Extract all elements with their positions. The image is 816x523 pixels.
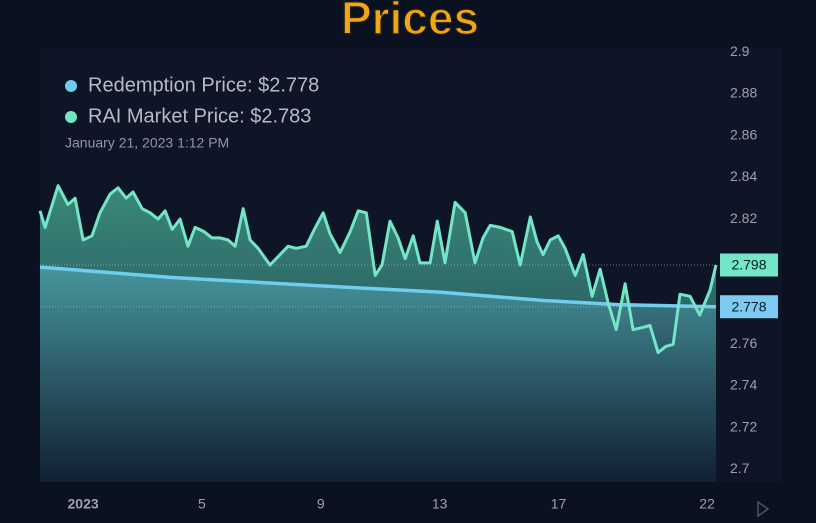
legend-entry: RAI Market Price: $2.783 [88, 105, 311, 127]
legend-entry: Redemption Price: $2.778 [88, 74, 319, 96]
area [40, 267, 716, 482]
play-icon[interactable] [757, 500, 770, 518]
x-tick-label: 22 [699, 496, 715, 512]
y-tick-label: 2.84 [730, 168, 757, 184]
chart-title: Prices [341, 0, 479, 44]
x-tick-label: 2023 [68, 496, 99, 512]
y-tick-label: 2.86 [730, 126, 757, 142]
line [39, 265, 717, 309]
legend-dot [65, 111, 77, 123]
value-label: 2.798 [731, 257, 766, 273]
y-tick-label: 2.72 [730, 418, 757, 434]
x-tick-label: 5 [198, 496, 206, 512]
y-tick-label: 2.88 [730, 85, 757, 101]
plot-area [38, 184, 718, 482]
y-tick-label: 2.74 [730, 377, 757, 393]
x-tick-label: 9 [317, 496, 325, 512]
value-badge [720, 295, 778, 319]
value-badge [720, 253, 778, 277]
legend-dot [65, 80, 77, 92]
timestamp: January 21, 2023 1:12 PM [65, 135, 229, 151]
line [38, 184, 718, 355]
y-tick-label: 2.82 [730, 210, 757, 226]
value-label: 2.778 [731, 298, 766, 314]
x-tick-label: 13 [432, 496, 448, 512]
y-tick-label: 2.7 [730, 460, 750, 476]
y-tick-label: 2.9 [730, 43, 750, 59]
y-tick-label: 2.76 [730, 335, 757, 351]
x-tick-label: 17 [551, 496, 567, 512]
